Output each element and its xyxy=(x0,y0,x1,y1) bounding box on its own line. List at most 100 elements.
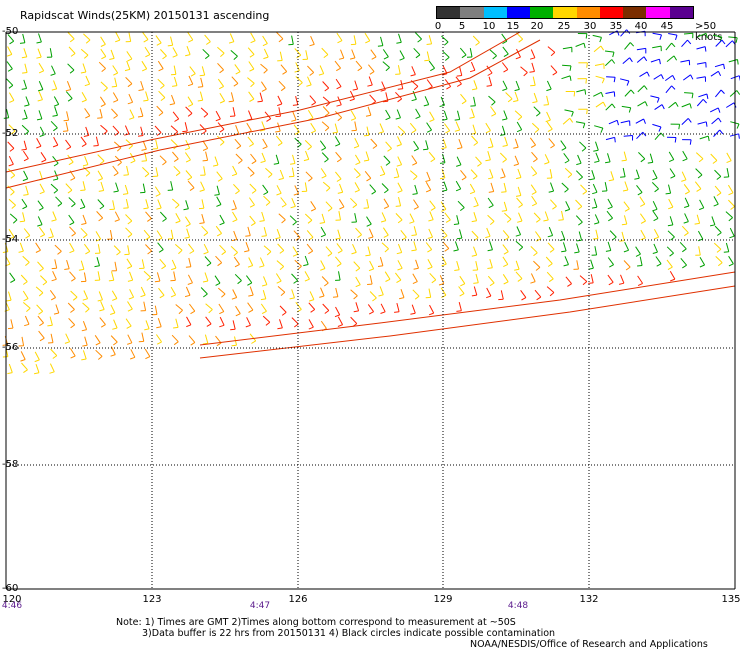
wind-barb xyxy=(683,74,694,81)
wind-barb xyxy=(187,180,195,192)
wind-barb xyxy=(561,182,569,193)
wind-barb xyxy=(715,89,725,98)
wind-barb xyxy=(230,320,236,331)
time-label: 4:46 xyxy=(1,601,23,611)
wind-barb xyxy=(6,46,13,57)
wind-barb xyxy=(110,304,116,315)
legend-label: 15 xyxy=(506,21,520,32)
wind-barb xyxy=(395,65,401,75)
wind-barb xyxy=(515,271,523,282)
wind-barb xyxy=(262,35,268,47)
wind-barb xyxy=(113,245,121,256)
wind-barb xyxy=(156,318,162,329)
wind-barb xyxy=(636,47,647,54)
wind-barb xyxy=(304,213,313,224)
wind-barb xyxy=(97,199,105,210)
wind-barb xyxy=(335,78,342,90)
wind-barb xyxy=(367,76,373,87)
wind-barb xyxy=(320,260,326,271)
wind-barb xyxy=(52,155,59,167)
wind-barb xyxy=(498,290,504,301)
wind-barb xyxy=(39,126,45,137)
wind-barb xyxy=(68,46,76,57)
wind-barb xyxy=(444,79,452,90)
wind-barb xyxy=(261,226,267,237)
wind-barb xyxy=(68,214,75,226)
wind-barb xyxy=(170,271,176,282)
wind-barb xyxy=(156,230,163,241)
wind-barb xyxy=(504,212,512,223)
wind-barb xyxy=(593,91,604,98)
wind-barb xyxy=(46,48,53,58)
wind-barb xyxy=(593,45,605,53)
wind-barb xyxy=(725,211,733,222)
wind-barb xyxy=(606,210,613,222)
wind-barb xyxy=(607,257,614,268)
wind-barb xyxy=(187,96,194,107)
wind-barb xyxy=(466,48,473,58)
wind-barb xyxy=(157,242,164,253)
wind-barb xyxy=(727,184,734,196)
wind-barb xyxy=(353,302,360,313)
wind-barb xyxy=(276,185,282,196)
wind-barb xyxy=(182,122,188,133)
wind-barb xyxy=(410,66,416,77)
wind-barb xyxy=(427,228,433,239)
wind-barb xyxy=(622,181,629,192)
wind-barb xyxy=(141,140,147,151)
time-label: 4:47 xyxy=(249,601,271,611)
wind-barb xyxy=(501,201,508,212)
wind-barb xyxy=(577,33,588,39)
wind-barb xyxy=(159,155,167,166)
wind-barb xyxy=(22,255,30,266)
wind-barb xyxy=(124,60,131,72)
wind-barb xyxy=(140,286,146,298)
wind-barb xyxy=(55,196,63,207)
wind-barb xyxy=(245,317,251,328)
wind-barb xyxy=(123,198,129,209)
wind-barb xyxy=(78,260,85,271)
wind-barb xyxy=(459,47,467,59)
wind-barb xyxy=(22,150,29,162)
wind-barb xyxy=(123,165,129,176)
wind-barb xyxy=(97,154,105,165)
wind-barb xyxy=(49,290,57,301)
wind-barb xyxy=(565,91,576,97)
wind-barb xyxy=(247,136,254,147)
wind-barb xyxy=(36,304,44,315)
wind-barb xyxy=(334,306,341,318)
wind-barb xyxy=(259,211,265,222)
wind-barb xyxy=(139,259,145,269)
wind-barb xyxy=(379,165,386,177)
wind-barb xyxy=(560,140,567,151)
wind-barb xyxy=(81,214,87,225)
longitude-label: 132 xyxy=(579,594,599,605)
wind-barb xyxy=(455,180,462,192)
wind-barb xyxy=(36,33,42,44)
wind-barb xyxy=(93,136,99,147)
wind-barb xyxy=(110,335,118,346)
wind-barb xyxy=(247,166,255,177)
wind-barb xyxy=(52,106,58,117)
wind-barb xyxy=(682,150,688,162)
wind-barb xyxy=(413,140,420,152)
wind-barb xyxy=(184,152,191,163)
wind-barb xyxy=(173,165,181,177)
legend-label: 35 xyxy=(609,21,623,32)
legend-swatch xyxy=(553,7,577,18)
wind-barb xyxy=(681,118,692,125)
wind-barb xyxy=(563,256,569,267)
wind-barb xyxy=(171,198,180,209)
wind-barb xyxy=(187,32,194,43)
wind-barb xyxy=(185,257,192,268)
wind-barb xyxy=(205,316,212,327)
wind-barb xyxy=(485,227,491,239)
wind-barb xyxy=(235,305,241,317)
wind-barb xyxy=(53,304,60,315)
wind-barb xyxy=(214,185,220,196)
wind-barb xyxy=(396,243,403,255)
wind-barb xyxy=(275,273,282,284)
wind-barb xyxy=(412,289,420,300)
wind-barb xyxy=(413,47,421,59)
wind-barb xyxy=(652,200,658,212)
